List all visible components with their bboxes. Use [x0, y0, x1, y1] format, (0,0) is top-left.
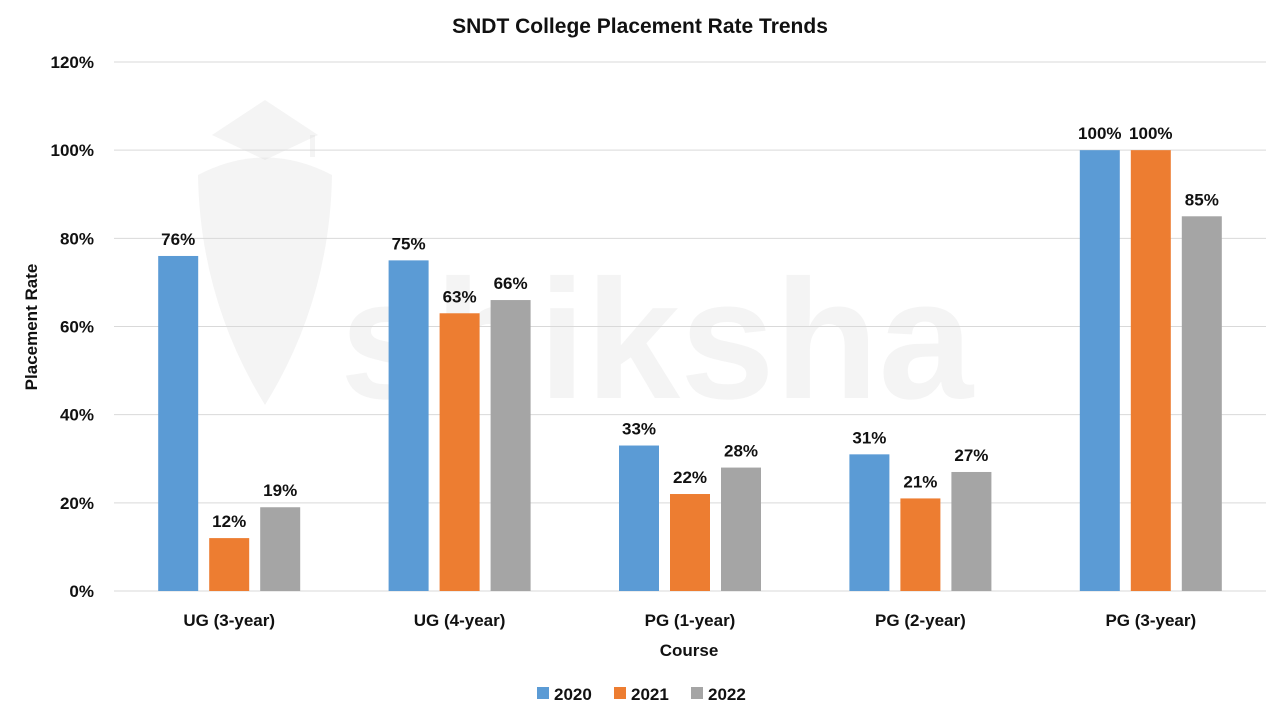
- y-axis-ticks: 0% 20% 40% 60% 80% 100% 120%: [51, 53, 94, 601]
- data-label: 28%: [724, 442, 758, 461]
- legend-label-2022: 2022: [708, 685, 746, 704]
- legend-swatch-2021: [614, 687, 626, 699]
- legend: 2020 2021 2022: [537, 685, 746, 704]
- data-label: 27%: [954, 446, 988, 465]
- y-tick-label: 80%: [60, 229, 94, 248]
- bar-2022: [1181, 216, 1222, 591]
- data-label: 66%: [494, 274, 528, 293]
- legend-label-2020: 2020: [554, 685, 592, 704]
- y-axis-title: Placement Rate: [22, 264, 41, 391]
- x-category-label: UG (3-year): [183, 611, 275, 630]
- data-labels: 76% 12% 19% 75% 63% 66% 33% 22% 28% 31% 21% 27% 100%…: [161, 124, 1219, 531]
- data-label: 33%: [622, 420, 656, 439]
- legend-swatch-2022: [691, 687, 703, 699]
- data-label: 12%: [212, 512, 246, 531]
- data-label: 22%: [673, 468, 707, 487]
- watermark-text: shiksha: [340, 245, 975, 435]
- x-category-label: UG (4-year): [414, 611, 506, 630]
- bar-2021: [209, 538, 250, 591]
- x-category-label: PG (3-year): [1105, 611, 1196, 630]
- x-axis-title: Course: [660, 641, 719, 660]
- data-label: 100%: [1129, 124, 1172, 143]
- data-label: 76%: [161, 230, 195, 249]
- y-tick-label: 60%: [60, 318, 94, 337]
- x-category-label: PG (1-year): [645, 611, 736, 630]
- chart-title: SNDT College Placement Rate Trends: [452, 15, 828, 38]
- data-label: 19%: [263, 481, 297, 500]
- bar-2020: [849, 454, 890, 591]
- bar-2022: [951, 471, 992, 591]
- bar-2020: [1079, 150, 1120, 591]
- data-label: 85%: [1185, 190, 1219, 209]
- x-category-label: PG (2-year): [875, 611, 966, 630]
- bar-2020: [619, 445, 659, 591]
- gridlines: [114, 61, 1266, 592]
- graduation-cap-icon: [198, 100, 332, 405]
- bar-2021: [670, 494, 710, 591]
- bar-2021: [439, 313, 480, 591]
- legend-swatch-2020: [537, 687, 549, 699]
- y-tick-label: 120%: [51, 53, 94, 72]
- bar-2020: [388, 260, 429, 591]
- bar-2020: [158, 255, 199, 591]
- bar-2021: [1130, 150, 1171, 591]
- data-label: 100%: [1078, 124, 1121, 143]
- data-label: 31%: [852, 428, 886, 447]
- data-label: 75%: [392, 234, 426, 253]
- legend-label-2021: 2021: [631, 685, 669, 704]
- x-axis-categories: UG (3-year) UG (4-year) PG (1-year) PG (2-y…: [183, 611, 1196, 630]
- bar-2022: [490, 300, 531, 591]
- y-tick-label: 20%: [60, 494, 94, 513]
- data-label: 21%: [903, 472, 937, 491]
- bar-2022: [721, 467, 761, 591]
- y-tick-label: 100%: [51, 141, 94, 160]
- bars: [158, 150, 1222, 591]
- data-label: 63%: [443, 287, 477, 306]
- bar-2022: [260, 507, 301, 591]
- y-tick-label: 40%: [60, 406, 94, 425]
- y-tick-label: 0%: [69, 582, 94, 601]
- bar-2021: [900, 498, 941, 591]
